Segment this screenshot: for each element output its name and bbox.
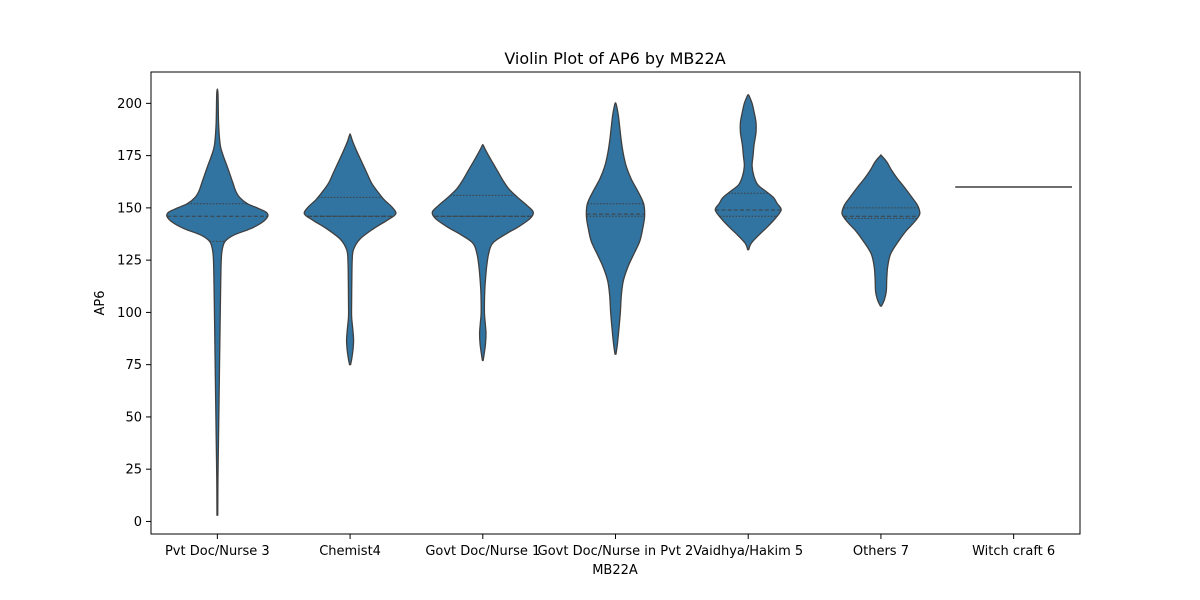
y-tick-label: 150 [117, 201, 142, 216]
violin-1 [303, 133, 397, 366]
plot-area [166, 88, 1073, 516]
y-tick-label: 50 [125, 410, 142, 425]
x-tick-label: Pvt Doc/Nurse 3 [165, 544, 270, 559]
x-tick-label: Others 7 [853, 544, 909, 559]
violin-0 [166, 88, 269, 516]
x-tick-label: Govt Doc/Nurse 1 [425, 544, 540, 559]
violin-2 [431, 143, 534, 362]
x-tick-label: Chemist4 [319, 544, 381, 559]
violin-4 [714, 94, 782, 251]
x-tick-label: Vaidhya/Hakim 5 [693, 544, 803, 559]
y-tick-label: 125 [117, 254, 142, 269]
x-axis: Pvt Doc/Nurse 3 Chemist4 Govt Doc/Nurse 1G… [165, 534, 1055, 559]
y-tick-label: 0 [134, 515, 142, 530]
y-tick-label: 175 [117, 149, 142, 164]
violin-3 [585, 102, 646, 355]
y-tick-label: 25 [125, 463, 142, 478]
y-axis-label: AP6 [93, 290, 108, 315]
y-axis: 0 25 50 75 100 125 150 175 200 [117, 97, 151, 530]
y-tick-label: 100 [117, 306, 142, 321]
y-tick-label: 75 [125, 358, 142, 373]
y-tick-label: 200 [117, 97, 142, 112]
violin-5 [841, 154, 921, 307]
x-tick-label: Govt Doc/Nurse in Pvt 2 [538, 544, 694, 559]
x-axis-label: MB22A [592, 563, 638, 578]
x-tick-label: Witch craft 6 [972, 544, 1055, 559]
chart-title: Violin Plot of AP6 by MB22A [504, 49, 725, 68]
